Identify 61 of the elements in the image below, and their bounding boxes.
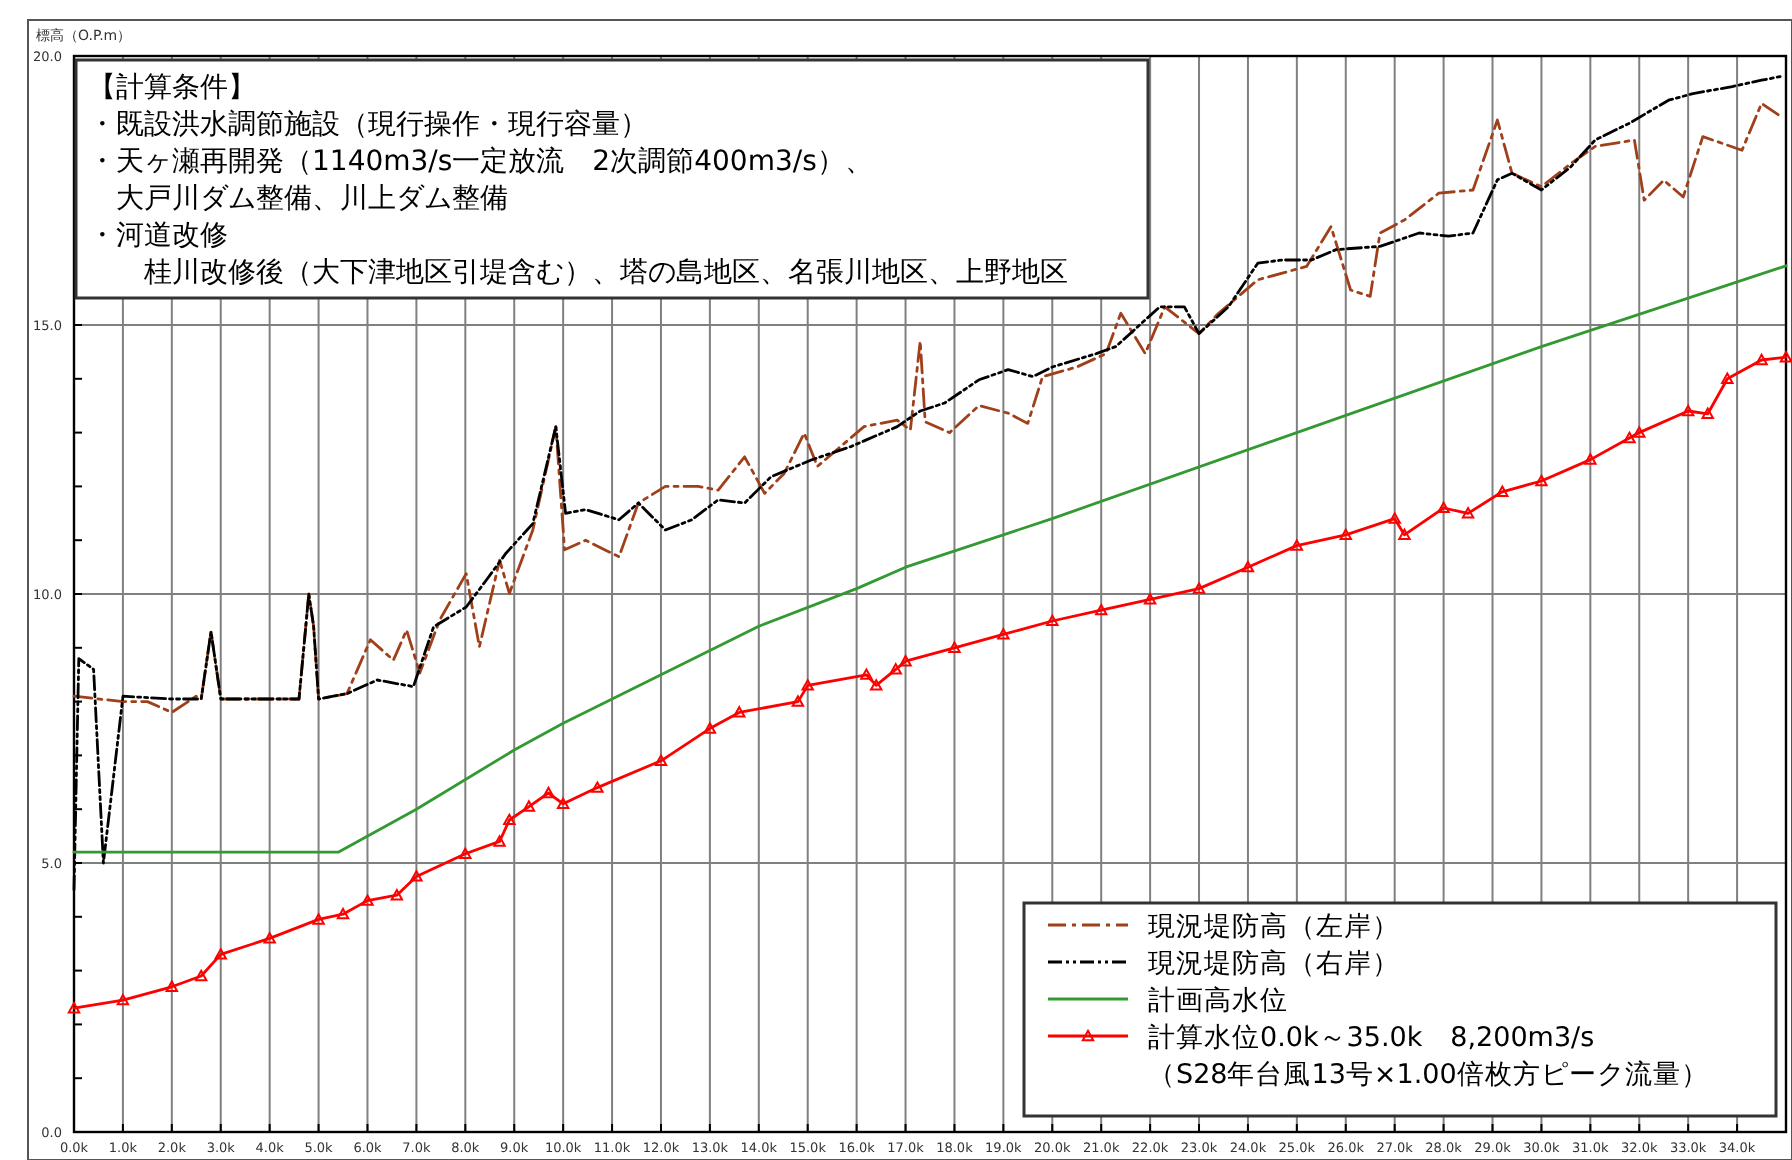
point xyxy=(948,641,961,653)
point xyxy=(390,889,404,901)
point xyxy=(1681,404,1695,417)
point xyxy=(1143,593,1157,605)
point xyxy=(1623,431,1636,444)
point xyxy=(1721,372,1734,384)
point xyxy=(1095,603,1108,616)
point xyxy=(591,781,604,793)
point xyxy=(899,655,912,667)
point xyxy=(1437,501,1450,514)
legend-label: 計算水位0.0k～35.0k 8,200m3/s （S28年台風13号×1.00倍枚方ピーク流量） xyxy=(1148,1022,1709,1091)
point xyxy=(1496,485,1509,497)
point xyxy=(1192,582,1206,594)
point xyxy=(165,980,179,992)
point xyxy=(654,754,668,766)
point xyxy=(263,932,276,944)
point xyxy=(860,668,873,680)
point xyxy=(361,894,374,906)
point xyxy=(459,847,472,860)
point xyxy=(312,913,325,925)
point xyxy=(556,797,570,809)
point xyxy=(1535,474,1548,487)
point xyxy=(336,907,350,920)
point xyxy=(542,786,555,799)
point xyxy=(801,679,814,691)
point xyxy=(410,870,423,882)
point xyxy=(889,663,902,675)
point xyxy=(1241,560,1255,573)
point xyxy=(1633,426,1646,438)
annotation: ・天ヶ瀬再開発（1140m3/s一定放流 2次調節400m3/s）、 xyxy=(88,146,873,178)
line-series xyxy=(72,102,1783,714)
point xyxy=(1339,528,1352,540)
annotation: 桂川改修後（大下津地区引堤含む）、塔の島地区、名張川地区、上野地区 xyxy=(88,257,1068,289)
point xyxy=(1290,539,1304,551)
point xyxy=(1461,507,1475,519)
point xyxy=(1755,353,1768,366)
point xyxy=(997,628,1010,640)
legend-label: 計画高水位 xyxy=(1148,985,1288,1017)
point xyxy=(791,695,805,707)
annotation: ・河道改修 xyxy=(88,220,228,252)
point xyxy=(1701,407,1714,419)
point xyxy=(493,835,506,847)
point xyxy=(869,679,883,691)
annotation: 大戸川ダム整備、川上ダム整備 xyxy=(88,183,508,215)
annotation: 【計算条件】 xyxy=(88,72,256,104)
point xyxy=(1779,351,1792,363)
point xyxy=(1584,453,1597,465)
point xyxy=(1046,614,1059,627)
point xyxy=(67,1002,81,1014)
point xyxy=(1388,512,1401,524)
point xyxy=(733,706,746,718)
point xyxy=(522,800,536,812)
point xyxy=(116,993,130,1006)
annotation: ・既設洪水調節施設（現行操作・現行容量） xyxy=(88,109,648,141)
point xyxy=(703,722,717,734)
point xyxy=(214,948,227,960)
point xyxy=(194,969,208,982)
point xyxy=(1398,528,1411,540)
legend-label: 現況堤防高（左岸） xyxy=(1148,911,1400,943)
point xyxy=(503,813,516,826)
legend-label: 現況堤防高（右岸） xyxy=(1148,948,1400,980)
